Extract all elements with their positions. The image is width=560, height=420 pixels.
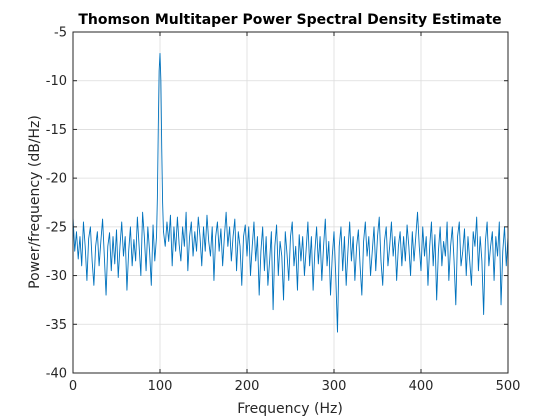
y-tick-label: -10 xyxy=(46,74,67,89)
y-tick-label: -20 xyxy=(46,172,67,187)
axes-box xyxy=(72,31,509,374)
x-tick-label: 200 xyxy=(235,379,260,394)
y-tick-label: -25 xyxy=(46,220,67,235)
axes-background xyxy=(73,32,508,373)
x-tick-label: 400 xyxy=(409,379,434,394)
y-tick-label: -35 xyxy=(46,318,67,333)
ticks: 0 100 200 300 400 500 -40 -35 -30 -25 -20 -15 -10 -5 xyxy=(46,26,521,395)
x-axis-label: Frequency (Hz) xyxy=(237,401,343,417)
y-tick-label: -5 xyxy=(54,26,67,41)
chart-title: Thomson Multitaper Power Spectral Densit… xyxy=(78,12,501,28)
x-tick-label: 300 xyxy=(322,379,347,394)
x-tick-label: 0 xyxy=(69,379,77,394)
y-axis-label: Power/frequency (dB/Hz) xyxy=(27,115,43,289)
x-tick-label: 500 xyxy=(496,379,521,394)
series-line xyxy=(72,52,509,333)
y-tick-label: -15 xyxy=(46,123,67,138)
y-tick-label: -30 xyxy=(46,269,67,284)
y-tick-label: -40 xyxy=(46,367,67,382)
x-tick-label: 100 xyxy=(148,379,173,394)
